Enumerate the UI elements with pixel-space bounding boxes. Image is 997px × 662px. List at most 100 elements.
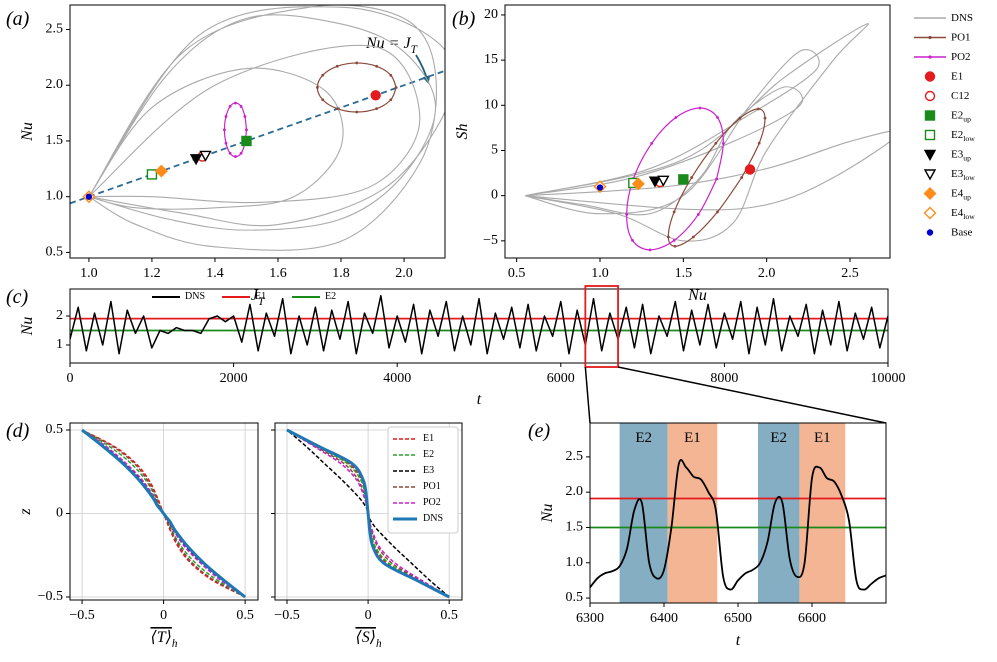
legend-marker [926,229,934,236]
legend-label: DNS [951,12,973,24]
x-axis-label: t [477,391,482,408]
y-axis-label: z [17,508,34,516]
x-axis-label: JT [251,287,265,308]
x-tick-label: 6600 [798,611,826,626]
profile-line [286,428,450,599]
annotation: Nu = JT [365,35,418,56]
legend-label: E2 [325,291,336,302]
legend-label: PO1 [423,481,441,492]
y-tick-label: 5 [491,143,498,158]
y-tick-label: 1.0 [46,189,64,204]
legend-dot [928,35,932,40]
data-point [370,90,381,101]
y-tick-label: 1.5 [566,520,584,535]
legend-label: E2 [423,449,434,460]
series-line [625,106,725,252]
panel-label: (e) [528,420,551,442]
series-line [524,23,890,242]
y-tick-label: −0.5 [38,589,63,604]
legend-marker [923,206,937,220]
legend: E1 E2 E3 PO1 PO2 DNS [387,426,459,534]
panel-label: (d) [6,420,30,442]
band [757,423,800,603]
y-tick-label: −5 [483,233,498,248]
x-axis-label: ⟨S⟩h [355,629,381,650]
data-point [744,164,756,175]
legend: DNS E1 E2 [152,291,336,302]
y-tick-label: 0 [491,188,498,203]
legend-marker [924,90,936,102]
panel-label: (a) [6,8,30,30]
y-tick-label: 2 [56,308,63,323]
band [667,423,718,603]
axes-frame [504,4,891,259]
legend-marker [923,149,937,161]
data-point [596,184,604,191]
x-tick-label: 4000 [383,371,411,386]
y-tick-label: 1 [56,337,63,352]
x-tick-label: 0 [365,608,372,623]
legend-label: Base [951,226,973,238]
legend-label: E4low [951,207,975,222]
data-point [85,193,93,200]
legend: DNS PO1 PO2 E1 C12 E2up E2low E3up E3low E4up E4lo… [914,12,975,238]
plot-area [70,423,258,600]
x-tick-label: 6400 [650,611,678,626]
y-tick-label: 20 [484,7,498,22]
profile-line [286,429,450,598]
plot-area [590,423,886,603]
plot-area [524,23,890,252]
series-line [70,294,888,355]
y-tick-label: 0 [56,506,63,521]
plot-area [275,423,462,600]
data-point [631,177,645,191]
data-point [146,169,158,180]
series-line [88,5,445,251]
x-tick-label: 0 [160,608,167,623]
x-tick-label: 10000 [871,371,906,386]
plot-area [70,294,888,355]
legend-marker [924,71,936,82]
band-label: E1 [814,430,831,446]
x-tick-label: 2.5 [841,266,859,281]
data-point [657,175,670,187]
legend-marker [923,187,937,200]
y-axis-label: Nu [19,122,36,142]
legend-label: DNS [185,291,205,302]
x-axis-label: t [736,632,741,649]
x-tick-label: 1.0 [80,266,98,281]
series-line [590,459,886,591]
y-tick-label: 2.0 [46,77,64,92]
y-tick-label: 2.0 [566,484,584,499]
band-label: E2 [770,430,787,446]
legend-label: E1 [423,433,434,444]
legend-label: E1 [255,291,266,302]
y-tick-label: 10 [484,98,498,113]
x-tick-label: 2000 [220,371,248,386]
x-axis-label: ⟨T⟩h [151,629,178,650]
data-point [241,135,252,147]
legend-label: C12 [951,90,969,102]
y-tick-label: 2.5 [46,22,64,37]
profile-line [81,429,246,598]
y-tick-label: 0.5 [566,590,584,605]
legend-label: PO2 [951,51,971,63]
y-axis-label: Sh [454,124,471,140]
legend-marker [924,110,936,121]
x-tick-label: 1.2 [143,266,161,281]
band [799,423,846,603]
profile-line [81,429,246,598]
legend-label: E3low [951,168,975,183]
x-tick-label: 2.0 [395,266,413,281]
series-line [223,101,248,158]
x-tick-label: 0.5 [508,266,526,281]
panel-label: (c) [6,286,29,308]
band-label: E2 [635,430,652,446]
legend-marker [923,169,937,181]
profile-line [81,428,247,599]
axes-frame [69,4,446,259]
legend-label: E1 [951,70,963,82]
legend-label: E3up [951,148,971,163]
zoom-connector [617,366,887,424]
x-tick-label: 1.0 [591,266,609,281]
